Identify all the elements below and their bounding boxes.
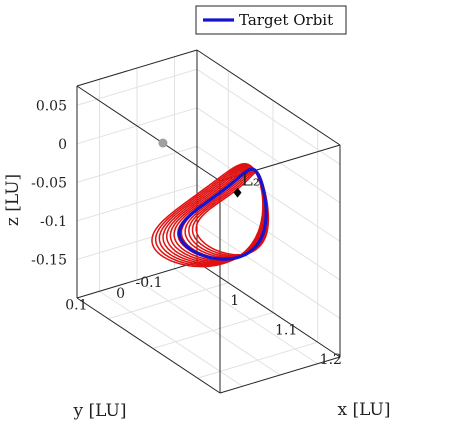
grid-line-y-floor bbox=[174, 268, 318, 365]
z-tick-label: 0.05 bbox=[36, 98, 67, 114]
l2-label: L₂ bbox=[242, 171, 260, 191]
grid-line-y-floor bbox=[136, 279, 281, 376]
y-tick-label: 0 bbox=[116, 286, 125, 302]
grid-line-z-back bbox=[196, 107, 341, 204]
primary-body-marker bbox=[158, 138, 168, 148]
l2-point-marker bbox=[233, 187, 242, 198]
y-axis-label: y [LU] bbox=[73, 401, 127, 421]
box-edge bbox=[76, 261, 198, 299]
box-edge bbox=[196, 261, 341, 358]
grid-line-y-floor bbox=[99, 290, 243, 387]
grid-lines bbox=[76, 56, 341, 387]
box-edge bbox=[76, 85, 221, 182]
axes-box bbox=[76, 49, 341, 394]
z-axis-label: z [LU] bbox=[3, 174, 23, 226]
z-tick-label: -0.05 bbox=[31, 175, 67, 191]
z-tick-label: -0.15 bbox=[31, 252, 67, 268]
box-edge bbox=[76, 297, 221, 394]
z-tick-label: -0.1 bbox=[40, 214, 67, 230]
y-tick-label: -0.1 bbox=[136, 275, 163, 291]
legend-label-target-orbit: Target Orbit bbox=[239, 11, 333, 29]
grid-line-z-back bbox=[196, 68, 341, 165]
x-axis-label: x [LU] bbox=[338, 400, 391, 420]
box-edge bbox=[76, 49, 198, 87]
box-edge bbox=[196, 49, 341, 146]
x-tick-label: 1.1 bbox=[275, 322, 297, 338]
x-tick-label: 1 bbox=[230, 293, 239, 309]
box-edge bbox=[219, 356, 341, 394]
y-tick-label: 0.1 bbox=[65, 297, 87, 313]
grid-line-z-back bbox=[196, 223, 341, 319]
z-tick-label: 0 bbox=[58, 137, 67, 153]
tick-labels: 0.05 0 -0.05 -0.1 -0.15 0.1 0 -0.1 1 1.1 1.2 bbox=[31, 98, 342, 368]
legend: Target Orbit bbox=[195, 5, 347, 35]
grid-line-z-back bbox=[196, 145, 341, 242]
target-orbit-line bbox=[177, 167, 268, 261]
x-tick-label: 1.2 bbox=[320, 352, 342, 368]
